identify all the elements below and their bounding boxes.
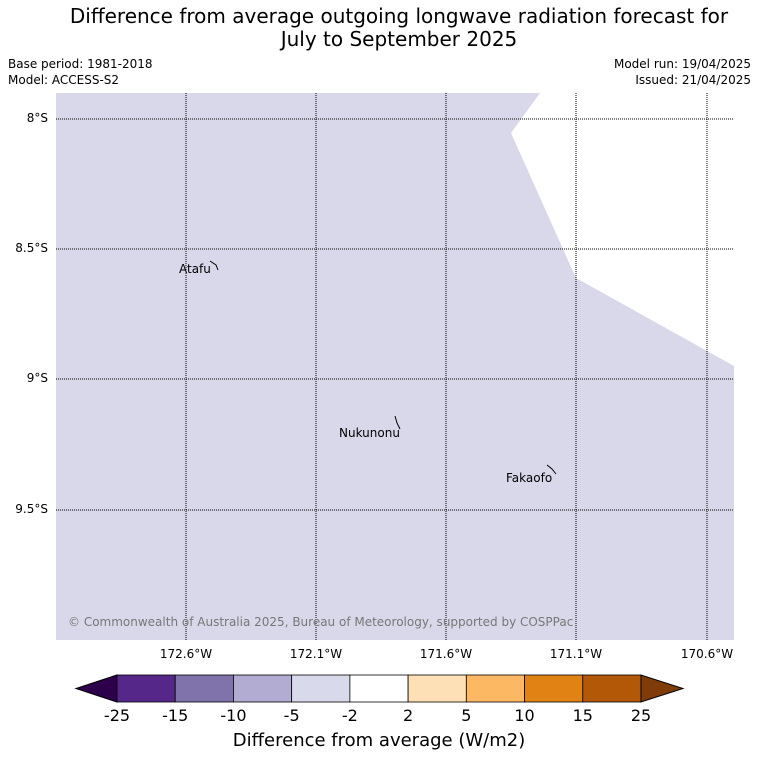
meta-left: Base period: 1981-2018 Model: ACCESS-S2 xyxy=(8,56,153,88)
colorbar-extend-low xyxy=(74,674,118,703)
model-run: Model run: 19/04/2025 xyxy=(613,57,751,71)
colorbar-bin-8 xyxy=(582,674,642,703)
lon-label-4: 171.1°W xyxy=(549,647,603,661)
colorbar-bin-1 xyxy=(174,674,234,703)
lat-label-9-5s: 9.5°S xyxy=(15,502,48,516)
colorbar-tick-3: -5 xyxy=(283,706,300,725)
colorbar-tick-4: -2 xyxy=(341,706,358,725)
model-name: Model: ACCESS-S2 xyxy=(8,73,120,87)
place-label-fakaofo: Fakaofo xyxy=(506,471,553,485)
colorbar-bin-2 xyxy=(233,674,293,703)
meta-right: Model run: 19/04/2025 Issued: 21/04/2025 xyxy=(614,56,751,88)
colorbar-bin-7 xyxy=(524,674,584,703)
colorbar-bin-6 xyxy=(465,674,525,703)
colorbar-tick-0: -25 xyxy=(103,706,131,725)
lat-label-9s: 9°S xyxy=(26,371,48,385)
base-period: Base period: 1981-2018 xyxy=(8,57,153,71)
atafu-atoll xyxy=(209,260,219,271)
colorbar-bin-5 xyxy=(407,674,467,703)
lon-label-2: 172.1°W xyxy=(289,647,343,661)
colorbar-tick-7: 10 xyxy=(514,706,535,725)
colorbar-tick-1: -15 xyxy=(162,706,189,725)
neutral-region xyxy=(511,93,734,366)
lat-label-8-5s: 8.5°S xyxy=(15,241,48,255)
colorbar-tick-5: 2 xyxy=(403,706,414,725)
colorbar-tick-2: -10 xyxy=(220,706,247,725)
nukunonu-atoll xyxy=(394,415,401,430)
colorbar-tick-8: 15 xyxy=(572,706,593,725)
place-label-nukunonu: Nukunonu xyxy=(339,426,400,440)
colorbar-label: Difference from average (W/m2) xyxy=(232,730,526,751)
colorbar-bin-0 xyxy=(116,674,176,703)
colorbar xyxy=(74,674,685,703)
lon-label-1: 172.6°W xyxy=(159,647,213,661)
lon-label-5: 170.6°W xyxy=(680,647,734,661)
place-label-atafu: Atafu xyxy=(179,262,211,276)
lat-label-8s: 8°S xyxy=(26,111,48,125)
issued-date: Issued: 21/04/2025 xyxy=(635,73,751,87)
fakaofo-atoll xyxy=(546,464,557,475)
colorbar-bin-3 xyxy=(291,674,351,703)
colorbar-bin-4 xyxy=(349,674,409,703)
lon-label-3: 171.6°W xyxy=(419,647,473,661)
colorbar-tick-6: 5 xyxy=(461,706,472,725)
title-line-1: Difference from average outgoing longwav… xyxy=(69,4,729,28)
colorbar-tick-9: 25 xyxy=(630,706,652,725)
map-title: Difference from average outgoing longwav… xyxy=(0,5,758,51)
colorbar-extend-high xyxy=(640,674,685,703)
copyright-notice: © Commonwealth of Australia 2025, Bureau… xyxy=(68,615,574,629)
title-line-2: July to September 2025 xyxy=(280,27,518,51)
